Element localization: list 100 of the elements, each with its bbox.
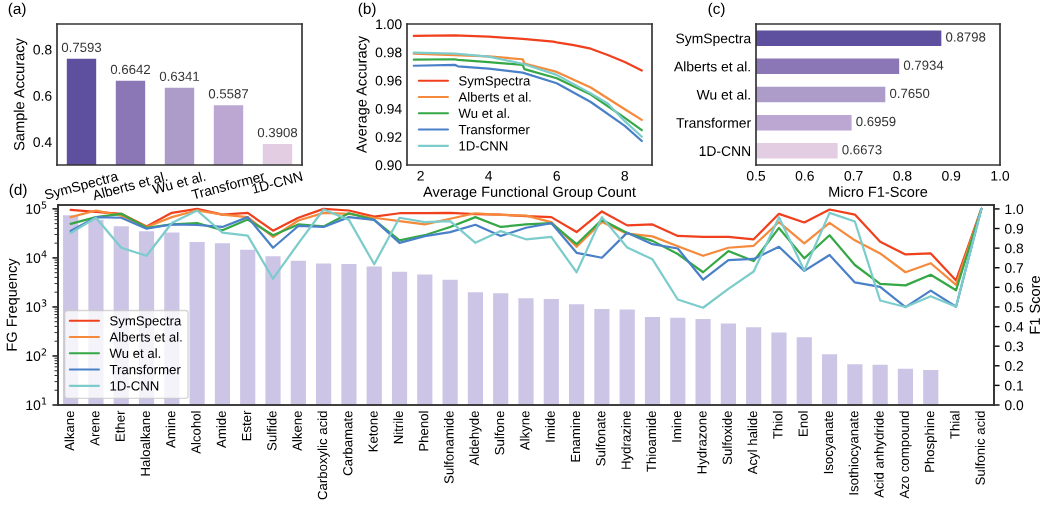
- x-tick-label: Enamine: [570, 411, 581, 462]
- x-tick-label: Enol: [798, 411, 808, 436]
- x-tick-label: Aldehyde: [469, 411, 482, 466]
- y2-tick-label: 1.0: [1005, 204, 1024, 215]
- y2-tick-label: 0.4: [1004, 321, 1024, 332]
- x-tick-label: 2: [417, 170, 424, 181]
- data-label: 0.6642: [110, 64, 151, 75]
- y-tick-label: 0.98: [375, 47, 402, 58]
- y-axis-title: Average Accuracy: [356, 35, 370, 154]
- data-label: 0.7593: [61, 42, 102, 53]
- y-tick-label: 10$^{4}$: [26, 250, 47, 263]
- x-tick-label: Phenol: [418, 411, 429, 451]
- x-tick-label: Alkene: [292, 411, 302, 451]
- data-label: 0.5587: [208, 89, 249, 99]
- y-tick-label: 0.90: [375, 160, 402, 171]
- text: (a): [8, 2, 26, 18]
- y-tick-label: 0.96: [375, 75, 402, 86]
- y2-tick-label: 0.7: [1004, 263, 1024, 273]
- x-tick-label: Sulfonate: [595, 411, 606, 466]
- y-axis-title: FG Frequency: [6, 258, 20, 351]
- y2-tick-label: 0.2: [1004, 361, 1024, 371]
- x-tick-label: Hydrazine: [621, 411, 634, 469]
- x-tick-label: Ester: [242, 410, 252, 441]
- x-tick-label: Haloalkane: [140, 411, 151, 476]
- legend-label: 1D-CNN: [110, 381, 159, 391]
- legend-label: Transformer: [458, 124, 530, 135]
- x-tick-label: Phosphine: [924, 411, 937, 472]
- data-label: 0.7650: [890, 88, 930, 99]
- x-tick-label: Imine: [671, 411, 682, 442]
- x-tick-label: Carbamate: [342, 411, 353, 476]
- legend-label: SymSpectra: [110, 316, 182, 329]
- x-tick-label: 6: [553, 170, 560, 181]
- x-tick-label: Azo compound: [899, 411, 912, 499]
- y2-tick-label: 0.5: [1004, 302, 1024, 313]
- legend-label: 1D-CNN: [459, 141, 508, 151]
- x-tick-label: Carboxylic acid: [317, 411, 330, 500]
- legend-label: Alberts et al.: [458, 92, 531, 102]
- x-tick-label: 4: [485, 171, 493, 181]
- y-tick-label: 0.8: [33, 44, 52, 55]
- legend-label: SymSpectra: [459, 76, 531, 89]
- data-label: 0.7934: [903, 60, 944, 70]
- y-tick-label: 1D-CNN: [699, 146, 751, 157]
- x-tick-label: Imide: [545, 411, 555, 442]
- x-tick-label: Acid anhydride: [874, 411, 887, 498]
- y-tick-label: 0.6: [33, 90, 52, 101]
- x-tick-label: Thioamide: [646, 411, 657, 472]
- x-tick-label: Isocyanate: [823, 411, 836, 474]
- y-tick-label: Transformer: [676, 117, 751, 128]
- x-tick-label: Sulfonic acid: [975, 411, 985, 485]
- legend-label: Wu et al.: [109, 348, 161, 358]
- text: (d): [9, 183, 27, 199]
- x-tick-label: Thiol: [772, 411, 783, 439]
- y-tick-label: 10$^{1}$: [26, 397, 47, 411]
- x-tick-label: Arene: [90, 411, 100, 446]
- y-tick-label: Alberts et al.: [673, 61, 750, 72]
- x-tick-label: Alkane: [64, 411, 75, 451]
- legend-label: Wu et al.: [458, 108, 510, 118]
- y2-tick-label: 0.8: [1004, 243, 1024, 254]
- x-tick-label: 0.7: [844, 170, 863, 181]
- x-tick-label: Nitrile: [393, 411, 404, 444]
- x-tick-label: 8: [621, 170, 629, 181]
- x-tick-label: Sulfide: [266, 411, 277, 451]
- legend-label: Transformer: [109, 364, 181, 375]
- y-tick-label: Wu et al.: [696, 89, 750, 100]
- y-axis-title: Sample Accuracy: [13, 38, 28, 151]
- y-tick-label: 0.92: [375, 132, 402, 142]
- y-tick-label: 0.4: [33, 137, 52, 148]
- y-tick-label: 0.94: [375, 103, 402, 114]
- data-label: 0.6673: [842, 145, 882, 155]
- x-tick-label: Sulfone: [494, 411, 505, 455]
- data-label: 0.6341: [159, 71, 200, 81]
- y2-tick-label: 0.0: [1004, 400, 1024, 411]
- x-axis-title: Micro F1-Score: [829, 186, 928, 197]
- x-tick-label: Isothiocyanate: [848, 411, 862, 495]
- legend-label: Alberts et al.: [109, 332, 182, 342]
- x-tick-label: 0.8: [893, 170, 912, 181]
- x-tick-label: Alcohol: [190, 411, 201, 454]
- data-label: 0.8798: [946, 32, 986, 42]
- y-tick-label: SymSpectra: [676, 33, 752, 47]
- x-tick-label: Sulfonamide: [443, 411, 454, 484]
- data-label: 0.6959: [856, 116, 896, 127]
- x-tick-label: 0.6: [795, 170, 814, 181]
- y-tick-label: 10$^{3}$: [26, 299, 47, 312]
- y-tick-label: 10$^{5}$: [26, 201, 47, 214]
- x-tick-label: Amide: [216, 411, 226, 448]
- x-tick-label: 1.0: [991, 170, 1010, 181]
- data-label: 0.3908: [257, 127, 298, 138]
- x-tick-label: Ketone: [368, 411, 378, 452]
- text: (c): [708, 2, 725, 18]
- x-tick-label: Sulfoxide: [722, 411, 732, 465]
- x-tick-label: Acyl halide: [747, 411, 760, 475]
- x-tick-label: 0.9: [942, 170, 961, 181]
- x-axis-title: Average Functional Group Count: [423, 186, 636, 200]
- y2-tick-label: 0.6: [1004, 282, 1024, 293]
- x-tick-label: Thial: [949, 411, 960, 439]
- y2-tick-label: 0.3: [1004, 341, 1024, 352]
- y-tick-label: 1.00: [376, 19, 402, 30]
- x-tick-label: 0.5: [746, 170, 766, 181]
- x-tick-label: Alkyne: [519, 411, 533, 451]
- y2-tick-label: 0.9: [1004, 223, 1024, 234]
